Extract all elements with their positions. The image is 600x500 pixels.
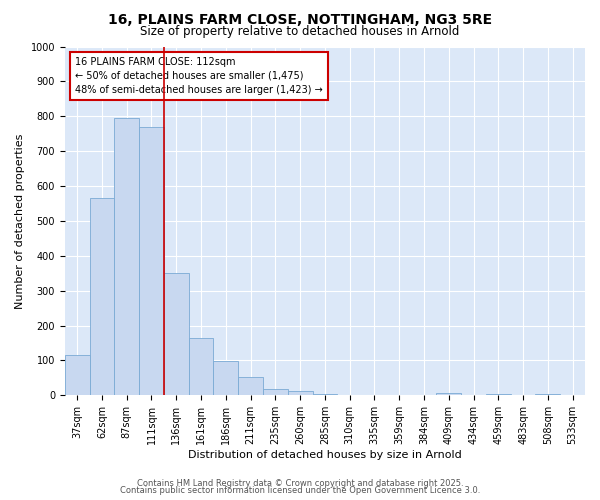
Bar: [238, 377, 263, 396]
Bar: [139, 126, 164, 396]
Text: 16 PLAINS FARM CLOSE: 112sqm
← 50% of detached houses are smaller (1,475)
48% of: 16 PLAINS FARM CLOSE: 112sqm ← 50% of de…: [75, 57, 323, 95]
Bar: [313, 394, 337, 396]
Bar: [164, 274, 188, 396]
Bar: [89, 198, 115, 396]
Bar: [115, 118, 139, 396]
Y-axis label: Number of detached properties: Number of detached properties: [15, 133, 25, 308]
Bar: [535, 394, 560, 396]
Bar: [288, 391, 313, 396]
Bar: [337, 394, 362, 396]
Bar: [436, 392, 461, 396]
Text: Size of property relative to detached houses in Arnold: Size of property relative to detached ho…: [140, 25, 460, 38]
Bar: [263, 389, 288, 396]
Bar: [214, 361, 238, 396]
Text: Contains public sector information licensed under the Open Government Licence 3.: Contains public sector information licen…: [120, 486, 480, 495]
X-axis label: Distribution of detached houses by size in Arnold: Distribution of detached houses by size …: [188, 450, 462, 460]
Text: 16, PLAINS FARM CLOSE, NOTTINGHAM, NG3 5RE: 16, PLAINS FARM CLOSE, NOTTINGHAM, NG3 5…: [108, 12, 492, 26]
Bar: [65, 355, 89, 396]
Bar: [486, 394, 511, 396]
Text: Contains HM Land Registry data © Crown copyright and database right 2025.: Contains HM Land Registry data © Crown c…: [137, 478, 463, 488]
Bar: [188, 338, 214, 396]
